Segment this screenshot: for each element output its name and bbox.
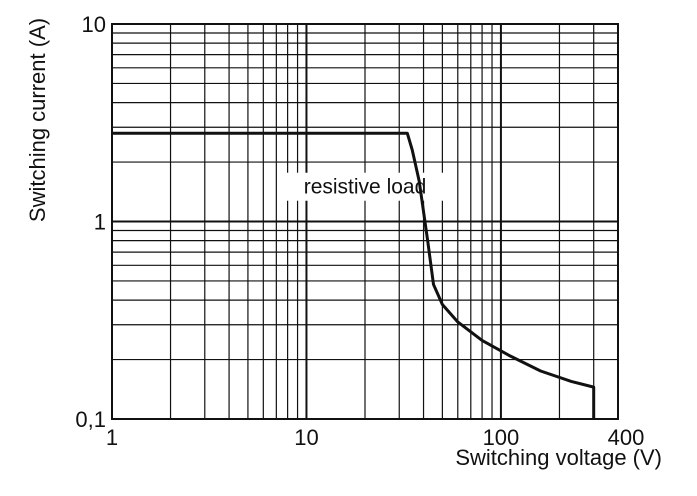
x-tick-label: 10 (294, 425, 318, 450)
annotation-resistive-load: resistive load (304, 176, 427, 199)
y-tick-label: 10 (82, 12, 106, 37)
y-tick-label: 1 (94, 210, 106, 235)
y-axis-label: Switching current (A) (25, 18, 50, 222)
x-tick-label: 1 (106, 425, 118, 450)
x-tick-labels: 1 10 100 400 (106, 425, 644, 450)
x-tick-label: 100 (483, 425, 520, 450)
y-tick-labels: 0,1 1 10 (75, 12, 106, 432)
x-axis-label: Switching voltage (V) (455, 445, 662, 470)
x-tick-label: 400 (608, 425, 645, 450)
plot-frame (111, 23, 619, 420)
horizontal-gridlines (112, 32, 618, 361)
series-line (112, 131, 596, 419)
y-tick-label: 0,1 (75, 407, 106, 432)
